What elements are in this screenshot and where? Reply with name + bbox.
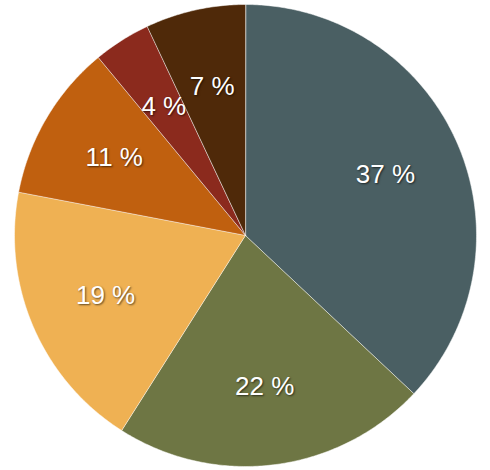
svg-text:11 %: 11 %	[86, 142, 143, 172]
svg-text:22 %: 22 %	[235, 371, 294, 401]
svg-text:7 %: 7 %	[190, 71, 235, 101]
svg-text:19 %: 19 %	[76, 280, 135, 310]
svg-text:37 %: 37 %	[356, 159, 415, 189]
svg-text:4 %: 4 %	[141, 91, 186, 121]
